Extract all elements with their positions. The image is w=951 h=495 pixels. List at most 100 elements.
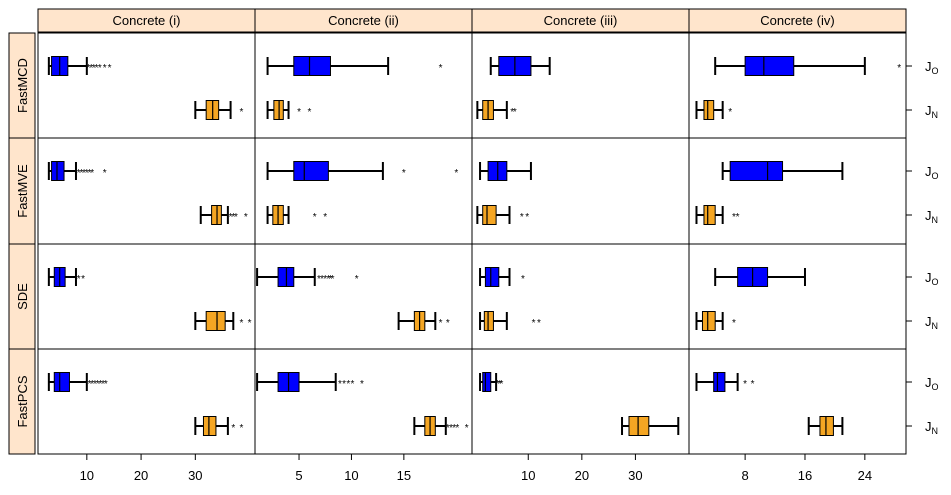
x-tick-label: 15	[397, 468, 411, 483]
outlier-point: *	[439, 63, 443, 74]
panel: *********	[38, 349, 255, 454]
outlier-point: *	[103, 168, 107, 179]
box: *******	[257, 268, 359, 287]
panel: ***	[472, 244, 689, 349]
panel: * ** *	[38, 244, 255, 349]
box: **	[477, 206, 529, 225]
series-label: JO	[925, 164, 939, 181]
x-tick-label: 10	[521, 468, 535, 483]
box-iqr	[745, 57, 794, 76]
x-axes: 10 20 30 5 10 15 10 20 30 8 16 24	[80, 454, 872, 483]
box: **	[696, 206, 739, 225]
outlier-point: *	[728, 107, 732, 118]
box: *******	[49, 373, 108, 392]
box-iqr	[54, 373, 69, 392]
outlier-point: *	[513, 107, 517, 118]
row-strip-label: FastMCD	[15, 58, 30, 113]
outlier-point: *	[239, 318, 243, 329]
box: **	[399, 312, 450, 331]
box-iqr	[629, 417, 649, 436]
series-label: JO	[925, 270, 939, 287]
outlier-point: *	[500, 379, 504, 390]
outlier-point: *	[454, 168, 458, 179]
box: **	[268, 206, 328, 225]
panel-frame	[689, 244, 906, 349]
outlier-point: *	[231, 423, 235, 434]
x-tick-label: 24	[858, 468, 872, 483]
column-strips: Concrete (i) Concrete (ii) Concrete (iii) C…	[38, 9, 906, 32]
box-iqr	[702, 312, 715, 331]
panel-frame	[38, 138, 255, 244]
outlier-point: *	[308, 107, 312, 118]
box: **	[696, 373, 754, 392]
box-iqr	[483, 206, 496, 225]
box-iqr	[294, 57, 331, 76]
box: **	[268, 162, 459, 181]
panel: ***	[472, 349, 689, 454]
outlier-point: *	[239, 423, 243, 434]
column-strip-label: Concrete (iv)	[760, 13, 834, 28]
box: **	[477, 101, 517, 120]
box: **	[268, 101, 312, 120]
series-label: JN	[925, 208, 938, 225]
outlier-point: *	[532, 318, 536, 329]
outlier-point: *	[297, 107, 301, 118]
outlier-point: *	[248, 318, 252, 329]
series-label: JO	[925, 59, 939, 76]
outlier-point: *	[351, 379, 355, 390]
box	[622, 417, 678, 436]
box-iqr	[52, 162, 64, 181]
outlier-point: *	[108, 63, 112, 74]
box	[480, 162, 531, 181]
x-tick-label: 5	[295, 468, 302, 483]
box-iqr	[483, 373, 491, 392]
box: * * * * *	[414, 417, 468, 436]
box-iqr	[704, 101, 714, 120]
box-iqr	[206, 312, 225, 331]
outlier-point: *	[525, 212, 529, 223]
outlier-point: *	[331, 274, 335, 285]
panel-frame	[38, 244, 255, 349]
x-tick-label: 20	[575, 468, 589, 483]
panel: **	[689, 138, 906, 244]
panel-frame	[472, 33, 689, 138]
panel: * * * * * * * * * *	[255, 349, 472, 454]
panel: ****** **** *	[38, 138, 255, 244]
x-tick-label: 30	[188, 468, 202, 483]
panel: **	[472, 138, 689, 244]
box: **	[480, 312, 541, 331]
box: * * * * *	[257, 373, 364, 392]
x-tick-label: 30	[628, 468, 642, 483]
column-strip-label: Concrete (ii)	[328, 13, 399, 28]
outlier-point: *	[439, 318, 443, 329]
panel: **	[472, 33, 689, 138]
row-strips: FastMCDFastMVESDEFastPCS	[9, 33, 35, 454]
panel-frame	[689, 349, 906, 454]
box: *	[268, 57, 443, 76]
outlier-point: *	[897, 63, 901, 74]
panel-frame	[472, 244, 689, 349]
box: *	[195, 101, 243, 120]
series-label: JN	[925, 103, 938, 120]
panel: **	[689, 33, 906, 138]
series-axis: JOJNJOJNJOJNJOJN	[906, 59, 939, 436]
box-iqr	[820, 417, 833, 436]
box-iqr	[485, 268, 498, 287]
panel-frame	[255, 138, 472, 244]
outlier-point: *	[239, 107, 243, 118]
outlier-point: *	[743, 379, 747, 390]
outlier-point: *	[355, 274, 359, 285]
panel-grid: **** * * **** * ********** **** ** ** * * * * ** ** ** *…	[38, 33, 906, 454]
box	[491, 57, 550, 76]
outlier-point: *	[81, 274, 85, 285]
box-iqr	[294, 162, 329, 181]
panel: ***	[255, 33, 472, 138]
series-label: JO	[925, 375, 939, 392]
box	[723, 162, 843, 181]
row-strip-label: SDE	[15, 283, 30, 310]
x-tick-label: 10	[80, 468, 94, 483]
outlier-point: *	[732, 318, 736, 329]
outlier-point: *	[455, 423, 459, 434]
panel-frame	[255, 244, 472, 349]
box	[715, 268, 805, 287]
